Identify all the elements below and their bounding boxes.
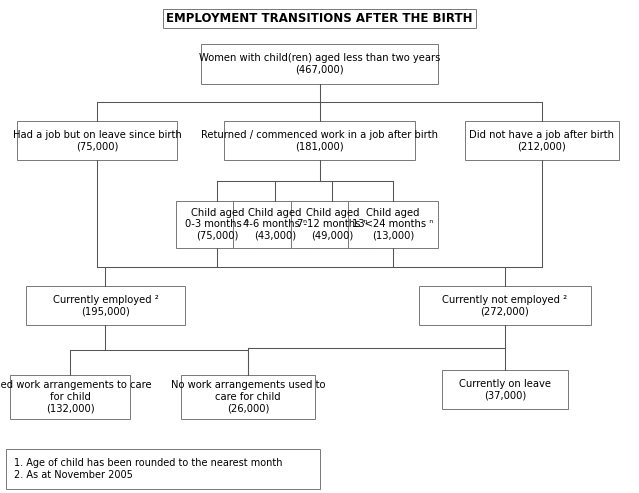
FancyBboxPatch shape xyxy=(176,201,259,247)
FancyBboxPatch shape xyxy=(224,121,415,160)
FancyBboxPatch shape xyxy=(17,121,177,160)
FancyBboxPatch shape xyxy=(419,286,591,325)
Text: Currently not employed ²
(272,000): Currently not employed ² (272,000) xyxy=(442,295,567,317)
FancyBboxPatch shape xyxy=(465,121,619,160)
Text: Child aged
4-6 months ⁿ
(43,000): Child aged 4-6 months ⁿ (43,000) xyxy=(243,208,307,241)
FancyBboxPatch shape xyxy=(201,44,438,84)
FancyBboxPatch shape xyxy=(26,286,185,325)
Text: Currently employed ²
(195,000): Currently employed ² (195,000) xyxy=(52,295,158,317)
Text: Child aged
13<24 months ⁿ
(13,000): Child aged 13<24 months ⁿ (13,000) xyxy=(352,208,434,241)
Text: Returned / commenced work in a job after birth
(181,000): Returned / commenced work in a job after… xyxy=(201,130,438,151)
Text: EMPLOYMENT TRANSITIONS AFTER THE BIRTH: EMPLOYMENT TRANSITIONS AFTER THE BIRTH xyxy=(166,12,473,25)
Text: Did not have a job after birth
(212,000): Did not have a job after birth (212,000) xyxy=(470,130,614,151)
Text: Child aged
0-3 months ⁿ
(75,000): Child aged 0-3 months ⁿ (75,000) xyxy=(185,208,249,241)
Text: Child aged
7-12 months ⁿ
(49,000): Child aged 7-12 months ⁿ (49,000) xyxy=(297,208,367,241)
FancyBboxPatch shape xyxy=(233,201,316,247)
FancyBboxPatch shape xyxy=(181,375,315,419)
FancyBboxPatch shape xyxy=(348,201,438,247)
Text: Women with child(ren) aged less than two years
(467,000): Women with child(ren) aged less than two… xyxy=(199,53,440,75)
Text: No work arrangements used to
care for child
(26,000): No work arrangements used to care for ch… xyxy=(171,380,325,414)
FancyBboxPatch shape xyxy=(291,201,374,247)
FancyBboxPatch shape xyxy=(442,370,568,409)
Text: Used work arrangements to care
for child
(132,000): Used work arrangements to care for child… xyxy=(0,380,152,414)
Text: Had a job but on leave since birth
(75,000): Had a job but on leave since birth (75,0… xyxy=(13,130,181,151)
FancyBboxPatch shape xyxy=(10,375,130,419)
Text: 1. Age of child has been rounded to the nearest month
2. As at November 2005: 1. Age of child has been rounded to the … xyxy=(14,458,282,480)
Text: Currently on leave
(37,000): Currently on leave (37,000) xyxy=(459,379,551,400)
FancyBboxPatch shape xyxy=(6,449,320,489)
